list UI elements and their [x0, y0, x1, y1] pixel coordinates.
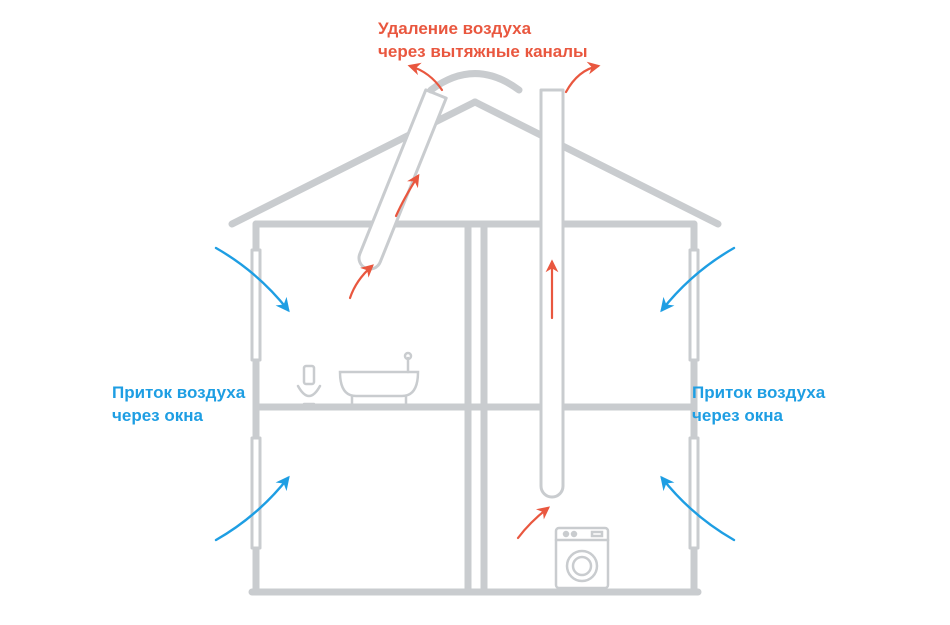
inflow-right-label: Приток воздуха через окна — [692, 382, 825, 428]
inflow-left-label: Приток воздуха через окна — [112, 382, 245, 428]
ventilation-diagram — [0, 0, 950, 625]
exhaust-label: Удаление воздуха через вытяжные каналы — [378, 18, 588, 64]
